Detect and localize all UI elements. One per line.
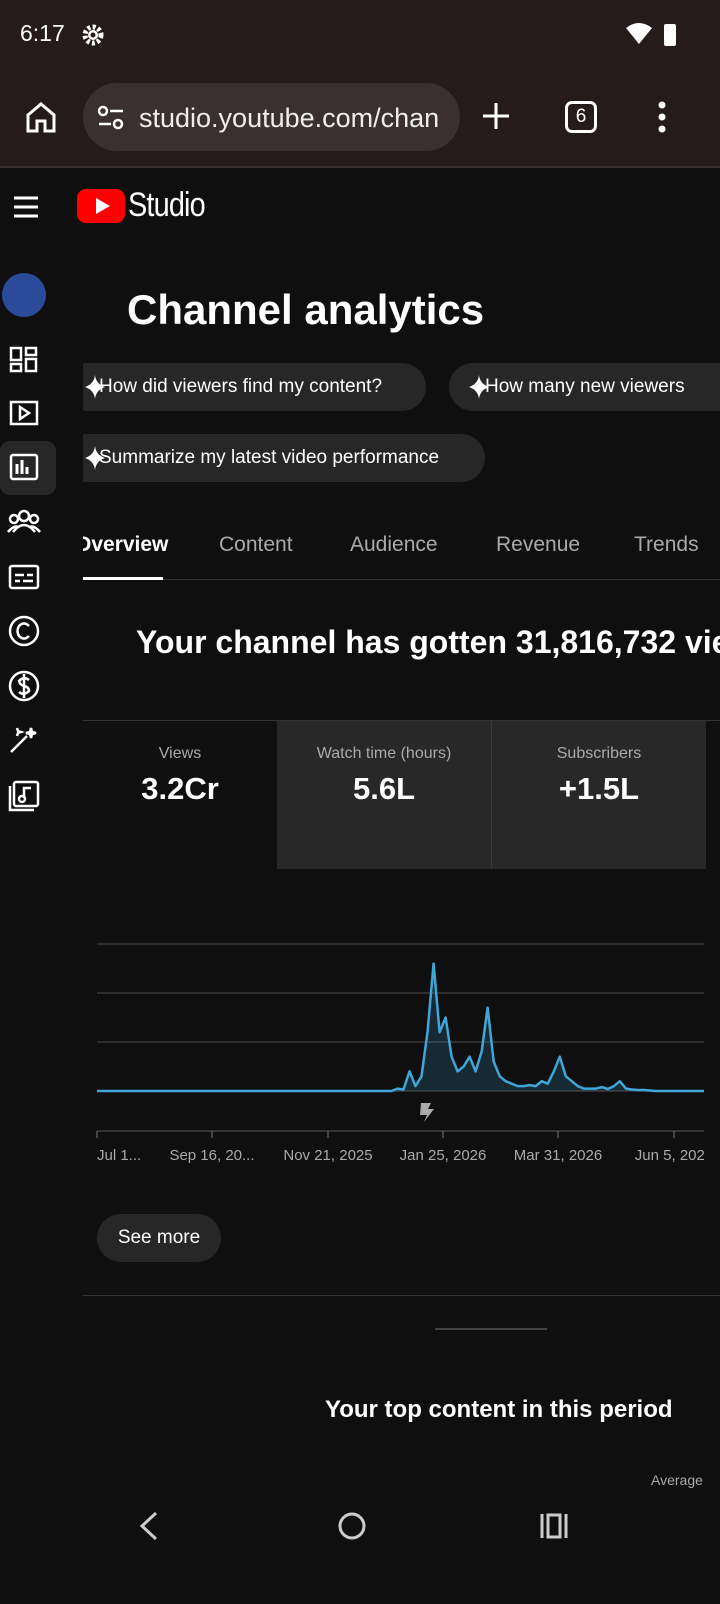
menu-button[interactable] bbox=[652, 100, 672, 134]
url-text: studio.youtube.com/chan bbox=[139, 103, 440, 133]
metric-card[interactable]: Watch time (hours) 5.6L bbox=[277, 721, 491, 869]
tab[interactable]: Content bbox=[219, 533, 293, 556]
x-tick-label: Nov 21, 2025 bbox=[283, 1147, 372, 1164]
metric-card[interactable]: Views 3.2Cr bbox=[83, 721, 277, 869]
tab[interactable]: Audience bbox=[350, 533, 438, 556]
metric-value: +1.5L bbox=[558, 771, 640, 806]
sparkle-icons bbox=[85, 375, 105, 470]
x-tick-label: Jan 25, 2026 bbox=[400, 1147, 487, 1164]
youtube-logo bbox=[77, 189, 125, 223]
navigation-bar bbox=[139, 1511, 568, 1541]
line-chart: Jul 1... Sep 16, 20... Nov 21, 2025 Jan 25,… bbox=[96, 943, 704, 1164]
section-title: Your top content in this period bbox=[325, 1396, 673, 1423]
chip-text: How did viewers find my content? bbox=[99, 376, 383, 397]
metric-label: Subscribers bbox=[556, 745, 642, 762]
tab-count[interactable]: 6 bbox=[565, 101, 597, 133]
metric-label: Watch time (hours) bbox=[316, 745, 452, 762]
tab[interactable]: Trends bbox=[634, 533, 699, 556]
metric-label: Views bbox=[158, 745, 202, 762]
suggestion-chip[interactable]: How did viewers find my content? bbox=[83, 363, 426, 411]
tab[interactable]: Overview bbox=[83, 533, 169, 556]
nav-icons[interactable] bbox=[7, 346, 41, 812]
tab-indicator bbox=[83, 577, 163, 580]
recents-button[interactable] bbox=[540, 1513, 568, 1539]
section-divider bbox=[83, 1295, 720, 1296]
settings-icon bbox=[82, 24, 104, 46]
metric-card[interactable]: Subscribers +1.5L bbox=[492, 721, 706, 869]
column-header: Average bbox=[651, 1472, 703, 1488]
suggestion-chip[interactable]: How many new viewers bbox=[449, 363, 720, 411]
new-tab-button[interactable] bbox=[480, 100, 512, 132]
site-info-icon bbox=[97, 105, 124, 130]
shorts-icon bbox=[420, 1103, 434, 1122]
sparkle-icon bbox=[469, 375, 489, 399]
sidebar bbox=[0, 196, 56, 812]
see-more-button[interactable]: See more bbox=[97, 1214, 221, 1262]
card-separator bbox=[491, 721, 492, 869]
address-bar[interactable]: studio.youtube.com/chan bbox=[83, 83, 460, 151]
home-button[interactable] bbox=[24, 100, 58, 134]
status-icons bbox=[626, 23, 676, 46]
analytics-content: Channel analytics How did viewers find m… bbox=[83, 166, 720, 1546]
line-area bbox=[97, 963, 704, 1091]
chip-text: How many new viewers bbox=[485, 376, 685, 397]
suggestion-chip[interactable]: Summarize my latest video performance bbox=[83, 434, 485, 482]
back-button[interactable] bbox=[139, 1511, 158, 1541]
channel-avatar[interactable] bbox=[2, 273, 46, 317]
data-line bbox=[97, 962, 704, 1093]
metric-value: 3.2Cr bbox=[141, 771, 219, 806]
status-time: 6:17 bbox=[20, 20, 65, 46]
x-tick-label: Jun 5, 2026 bbox=[635, 1147, 704, 1164]
cards-divider bbox=[83, 720, 720, 721]
home-nav-button[interactable] bbox=[338, 1512, 366, 1540]
tab-divider bbox=[83, 579, 720, 580]
chip-text: Summarize my latest video performance bbox=[99, 447, 440, 468]
hamburger-menu[interactable] bbox=[14, 196, 38, 218]
metric-value: 5.6L bbox=[352, 771, 416, 806]
page-title: Channel analytics bbox=[127, 286, 485, 333]
studio-brand: Studio bbox=[128, 186, 206, 224]
x-tick-label: Mar 31, 2026 bbox=[514, 1147, 602, 1164]
x-tick-label: Sep 16, 20... bbox=[169, 1147, 254, 1164]
tab[interactable]: Revenue bbox=[496, 533, 581, 556]
x-tick-label: Jul 1... bbox=[97, 1147, 141, 1164]
drag-handle bbox=[435, 1328, 547, 1330]
headline: Your channel has gotten 31,816,732 views bbox=[136, 624, 720, 660]
